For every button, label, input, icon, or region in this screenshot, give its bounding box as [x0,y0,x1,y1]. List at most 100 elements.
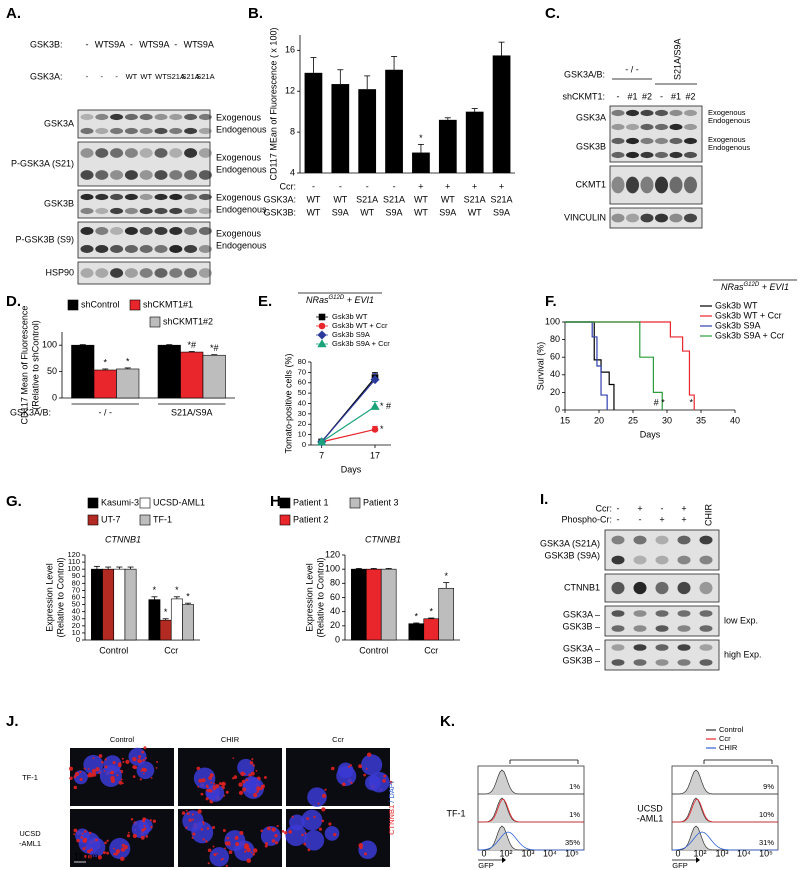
legend-swatch [68,300,78,310]
band [155,227,168,235]
band [199,208,212,214]
band [95,114,108,120]
y-tick-label: 8 [290,126,295,136]
nucleus [325,826,340,841]
x-axis-label: Days [341,464,362,474]
legend-label: Patient 2 [293,514,329,524]
band [110,128,123,134]
row-label: -AML1 [19,839,41,848]
band [612,110,625,116]
stain-dot [342,783,346,787]
y-tick-label: 50 [298,388,306,397]
stain-dot [251,758,253,760]
stain-dot [111,779,115,783]
stain-dot [141,828,144,831]
stain-dot [101,761,104,764]
legend-label: TF-1 [153,514,172,524]
stain-dot [232,757,234,759]
stain-dot [206,785,209,788]
band [634,644,647,651]
stain-dot [208,789,211,792]
y-axis-label: Tomato-positive cells (%) [283,353,293,453]
stain-dot [244,773,246,775]
stain-dot [250,761,254,765]
band [125,114,138,120]
lane-label: WT [155,72,167,81]
lane-label: - [115,72,118,81]
stain-dot [138,755,141,758]
stain-dot [210,781,212,783]
row-label: Ccr: [280,181,297,191]
significance: * [429,606,433,616]
band [155,245,168,253]
band [199,194,212,200]
band [612,556,625,565]
stain-dot [150,819,152,821]
stain-dot [143,759,145,761]
stain-dot [122,761,124,763]
lane-label: S9A [108,39,125,49]
band [612,582,625,594]
stain-dot [274,834,277,837]
histogram-control [478,798,584,822]
cell-label: UCSD [637,803,663,813]
legend-swatch [280,515,290,525]
legend-label: Gsk3b S9A + Ccr [332,339,390,348]
band [169,227,182,235]
stain-dot [292,816,294,818]
band [199,170,212,180]
row-label: shCKMT1: [562,91,605,101]
band [95,170,108,180]
category-label: WT [306,194,320,204]
stain-blue: / DAPI [387,781,396,805]
y-axis-label: Expression Level [304,563,314,632]
category-label: S21A [356,194,378,204]
lane-label: - [617,503,620,513]
band [199,268,212,278]
band-label: Exogenous [216,228,262,238]
stain-dot [151,826,153,828]
band [95,245,108,253]
y-tick-label: 120 [67,550,80,559]
cell-label: TF-1 [447,808,466,818]
y-axis-label: CD117 MEan of Fluorescence ( x 100) [268,28,278,181]
stain-dot [256,786,260,790]
band [684,214,697,223]
band [678,556,691,565]
band [169,128,182,134]
stain-dot [88,768,90,770]
row-label: GSK3B: [30,39,63,49]
band [169,114,182,120]
band [670,124,683,130]
bar [160,620,171,640]
exposure-label: high Exp. [724,649,762,659]
y-tick-label: 30 [298,409,306,418]
bar [493,55,511,173]
band [678,536,691,545]
stain-dot [113,761,116,764]
y-tick-label: 60 [550,352,560,362]
chart-title: NRasG12D + EVI1 [306,295,374,306]
band [612,536,625,545]
y-tick-label: 100 [545,316,560,326]
band-label: Endogenous [216,204,267,214]
band [612,138,625,144]
stain-dot [240,772,244,776]
legend-swatch [280,498,290,508]
stain-dot [192,837,194,839]
survival-curve [565,322,607,410]
legend-label: UT-7 [101,514,121,524]
significance: * [126,356,130,366]
y-tick-label: 70 [298,367,306,376]
title-rest: + EVI1 [344,295,374,305]
y-tick-label: 60 [298,378,306,387]
category-label: + [445,181,450,191]
exposure-label: low Exp. [724,615,758,625]
band [125,227,138,235]
legend-swatch [88,498,98,508]
band [95,268,108,278]
stain-dot [223,829,226,832]
legend-marker [318,340,326,347]
band [626,138,639,144]
